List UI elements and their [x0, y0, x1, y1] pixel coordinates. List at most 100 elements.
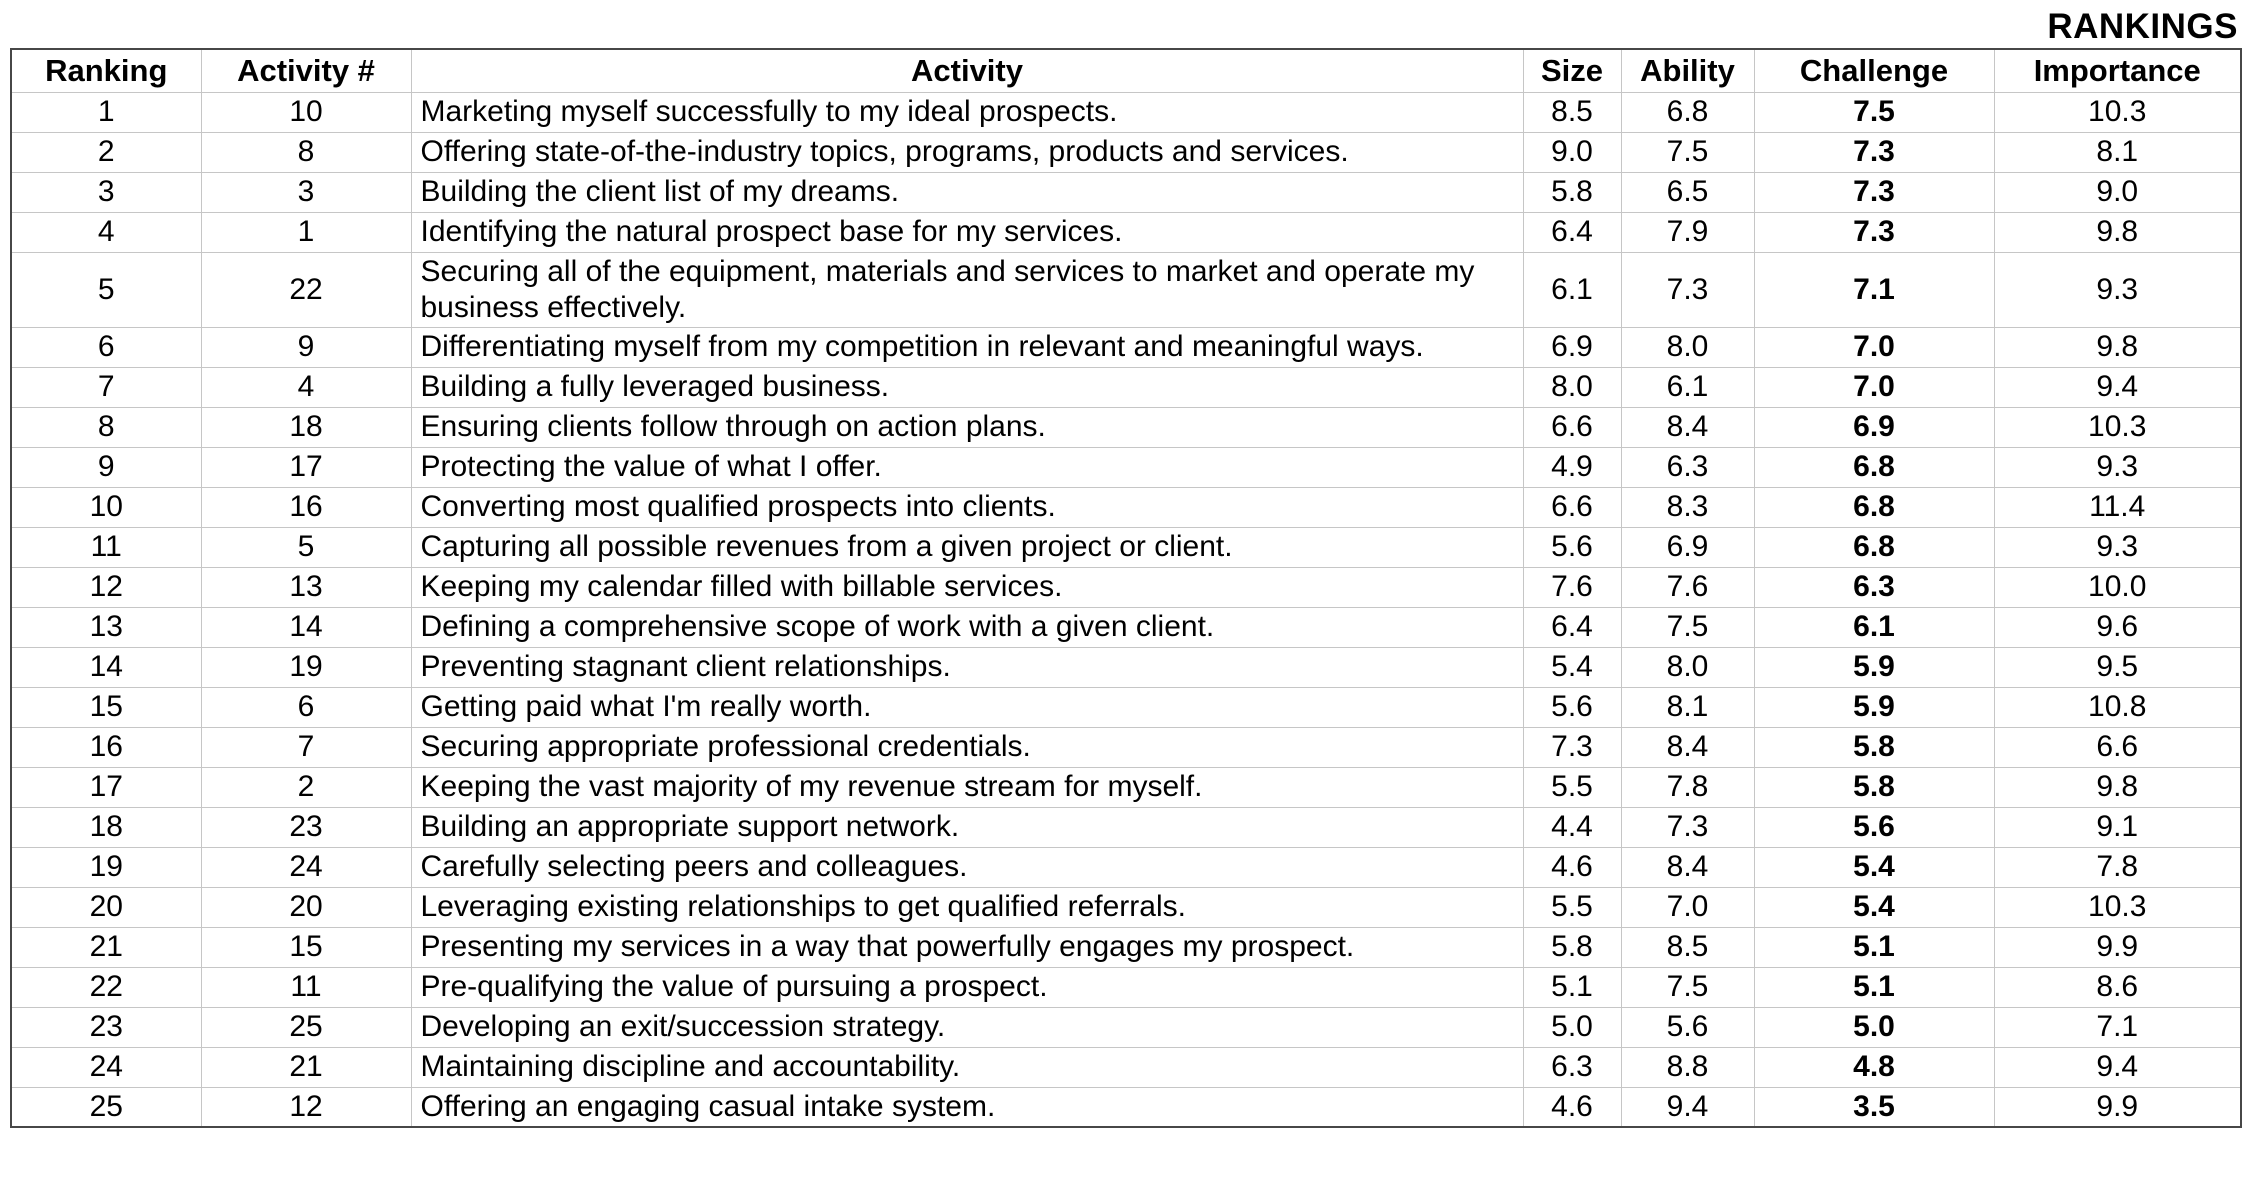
- header-row: Ranking Activity # Activity Size Ability…: [10, 48, 2242, 93]
- cell-challenge: 7.0: [1753, 326, 1995, 368]
- cell-ranking: 13: [10, 606, 202, 648]
- cell-challenge: 7.0: [1753, 366, 1995, 408]
- table-header: Ranking Activity # Activity Size Ability…: [10, 48, 2242, 93]
- cell-size: 5.4: [1522, 646, 1622, 688]
- cell-ability: 7.5: [1620, 606, 1755, 648]
- cell-activity-num: 12: [200, 1086, 412, 1128]
- table-row: 1 10 Marketing myself successfully to my…: [10, 91, 2242, 133]
- cell-ability: 7.0: [1620, 886, 1755, 928]
- cell-challenge: 6.8: [1753, 526, 1995, 568]
- cell-activity: Securing all of the equipment, materials…: [410, 251, 1524, 328]
- cell-ability: 7.5: [1620, 966, 1755, 1008]
- cell-importance: 6.6: [1993, 726, 2242, 768]
- cell-challenge: 7.3: [1753, 171, 1995, 213]
- cell-activity: Offering state-of-the-industry topics, p…: [410, 131, 1524, 173]
- cell-ability: 6.9: [1620, 526, 1755, 568]
- cell-activity-num: 23: [200, 806, 412, 848]
- cell-importance: 10.3: [1993, 886, 2242, 928]
- cell-size: 7.6: [1522, 566, 1622, 608]
- cell-activity-num: 11: [200, 966, 412, 1008]
- cell-ability: 6.3: [1620, 446, 1755, 488]
- table-row: 13 14 Defining a comprehensive scope of …: [10, 606, 2242, 648]
- cell-activity-num: 21: [200, 1046, 412, 1088]
- cell-size: 6.4: [1522, 606, 1622, 648]
- cell-importance: 9.8: [1993, 211, 2242, 253]
- cell-activity-num: 4: [200, 366, 412, 408]
- cell-activity: Ensuring clients follow through on actio…: [410, 406, 1524, 448]
- cell-challenge: 5.6: [1753, 806, 1995, 848]
- cell-activity-num: 24: [200, 846, 412, 888]
- cell-importance: 9.8: [1993, 326, 2242, 368]
- cell-ability: 8.8: [1620, 1046, 1755, 1088]
- cell-size: 5.1: [1522, 966, 1622, 1008]
- cell-activity: Capturing all possible revenues from a g…: [410, 526, 1524, 568]
- table-row: 18 23 Building an appropriate support ne…: [10, 806, 2242, 848]
- cell-activity-num: 10: [200, 91, 412, 133]
- cell-challenge: 6.3: [1753, 566, 1995, 608]
- cell-ranking: 11: [10, 526, 202, 568]
- cell-ranking: 4: [10, 211, 202, 253]
- cell-ability: 5.6: [1620, 1006, 1755, 1048]
- table-row: 2 8 Offering state-of-the-industry topic…: [10, 131, 2242, 173]
- cell-ranking: 2: [10, 131, 202, 173]
- cell-challenge: 6.9: [1753, 406, 1995, 448]
- cell-activity: Keeping the vast majority of my revenue …: [410, 766, 1524, 808]
- table-row: 3 3 Building the client list of my dream…: [10, 171, 2242, 213]
- cell-challenge: 5.4: [1753, 886, 1995, 928]
- cell-ranking: 10: [10, 486, 202, 528]
- table-row: 10 16 Converting most qualified prospect…: [10, 486, 2242, 528]
- cell-importance: 9.4: [1993, 366, 2242, 408]
- cell-importance: 7.8: [1993, 846, 2242, 888]
- cell-size: 5.0: [1522, 1006, 1622, 1048]
- cell-importance: 10.0: [1993, 566, 2242, 608]
- column-header-challenge: Challenge: [1753, 48, 1995, 93]
- cell-activity-num: 2: [200, 766, 412, 808]
- cell-challenge: 7.1: [1753, 251, 1995, 328]
- table-row: 23 25 Developing an exit/succession stra…: [10, 1006, 2242, 1048]
- cell-challenge: 5.8: [1753, 726, 1995, 768]
- cell-activity-num: 18: [200, 406, 412, 448]
- cell-size: 6.6: [1522, 486, 1622, 528]
- cell-activity-num: 13: [200, 566, 412, 608]
- cell-ranking: 25: [10, 1086, 202, 1128]
- cell-activity-num: 14: [200, 606, 412, 648]
- table-row: 15 6 Getting paid what I'm really worth.…: [10, 686, 2242, 728]
- cell-ability: 7.5: [1620, 131, 1755, 173]
- cell-importance: 9.8: [1993, 766, 2242, 808]
- cell-ranking: 21: [10, 926, 202, 968]
- cell-activity: Identifying the natural prospect base fo…: [410, 211, 1524, 253]
- cell-ability: 9.4: [1620, 1086, 1755, 1128]
- column-header-size: Size: [1522, 48, 1622, 93]
- cell-challenge: 5.1: [1753, 926, 1995, 968]
- table-row: 5 22 Securing all of the equipment, mate…: [10, 251, 2242, 328]
- cell-ranking: 23: [10, 1006, 202, 1048]
- cell-size: 4.6: [1522, 1086, 1622, 1128]
- cell-activity-num: 20: [200, 886, 412, 928]
- cell-activity: Protecting the value of what I offer.: [410, 446, 1524, 488]
- cell-activity: Differentiating myself from my competiti…: [410, 326, 1524, 368]
- cell-importance: 9.9: [1993, 926, 2242, 968]
- table-row: 4 1 Identifying the natural prospect bas…: [10, 211, 2242, 253]
- cell-activity: Presenting my services in a way that pow…: [410, 926, 1524, 968]
- cell-challenge: 7.5: [1753, 91, 1995, 133]
- column-header-ability: Ability: [1620, 48, 1755, 93]
- cell-ranking: 9: [10, 446, 202, 488]
- cell-challenge: 5.0: [1753, 1006, 1995, 1048]
- column-header-activity-num: Activity #: [200, 48, 412, 93]
- cell-importance: 11.4: [1993, 486, 2242, 528]
- table-row: 12 13 Keeping my calendar filled with bi…: [10, 566, 2242, 608]
- cell-size: 9.0: [1522, 131, 1622, 173]
- table-row: 24 21 Maintaining discipline and account…: [10, 1046, 2242, 1088]
- cell-activity: Carefully selecting peers and colleagues…: [410, 846, 1524, 888]
- cell-size: 5.8: [1522, 926, 1622, 968]
- table-row: 21 15 Presenting my services in a way th…: [10, 926, 2242, 968]
- cell-activity: Marketing myself successfully to my idea…: [410, 91, 1524, 133]
- cell-ranking: 1: [10, 91, 202, 133]
- cell-challenge: 6.1: [1753, 606, 1995, 648]
- cell-ranking: 15: [10, 686, 202, 728]
- cell-challenge: 7.3: [1753, 211, 1995, 253]
- cell-ranking: 3: [10, 171, 202, 213]
- cell-size: 5.5: [1522, 886, 1622, 928]
- cell-challenge: 5.4: [1753, 846, 1995, 888]
- cell-challenge: 5.9: [1753, 646, 1995, 688]
